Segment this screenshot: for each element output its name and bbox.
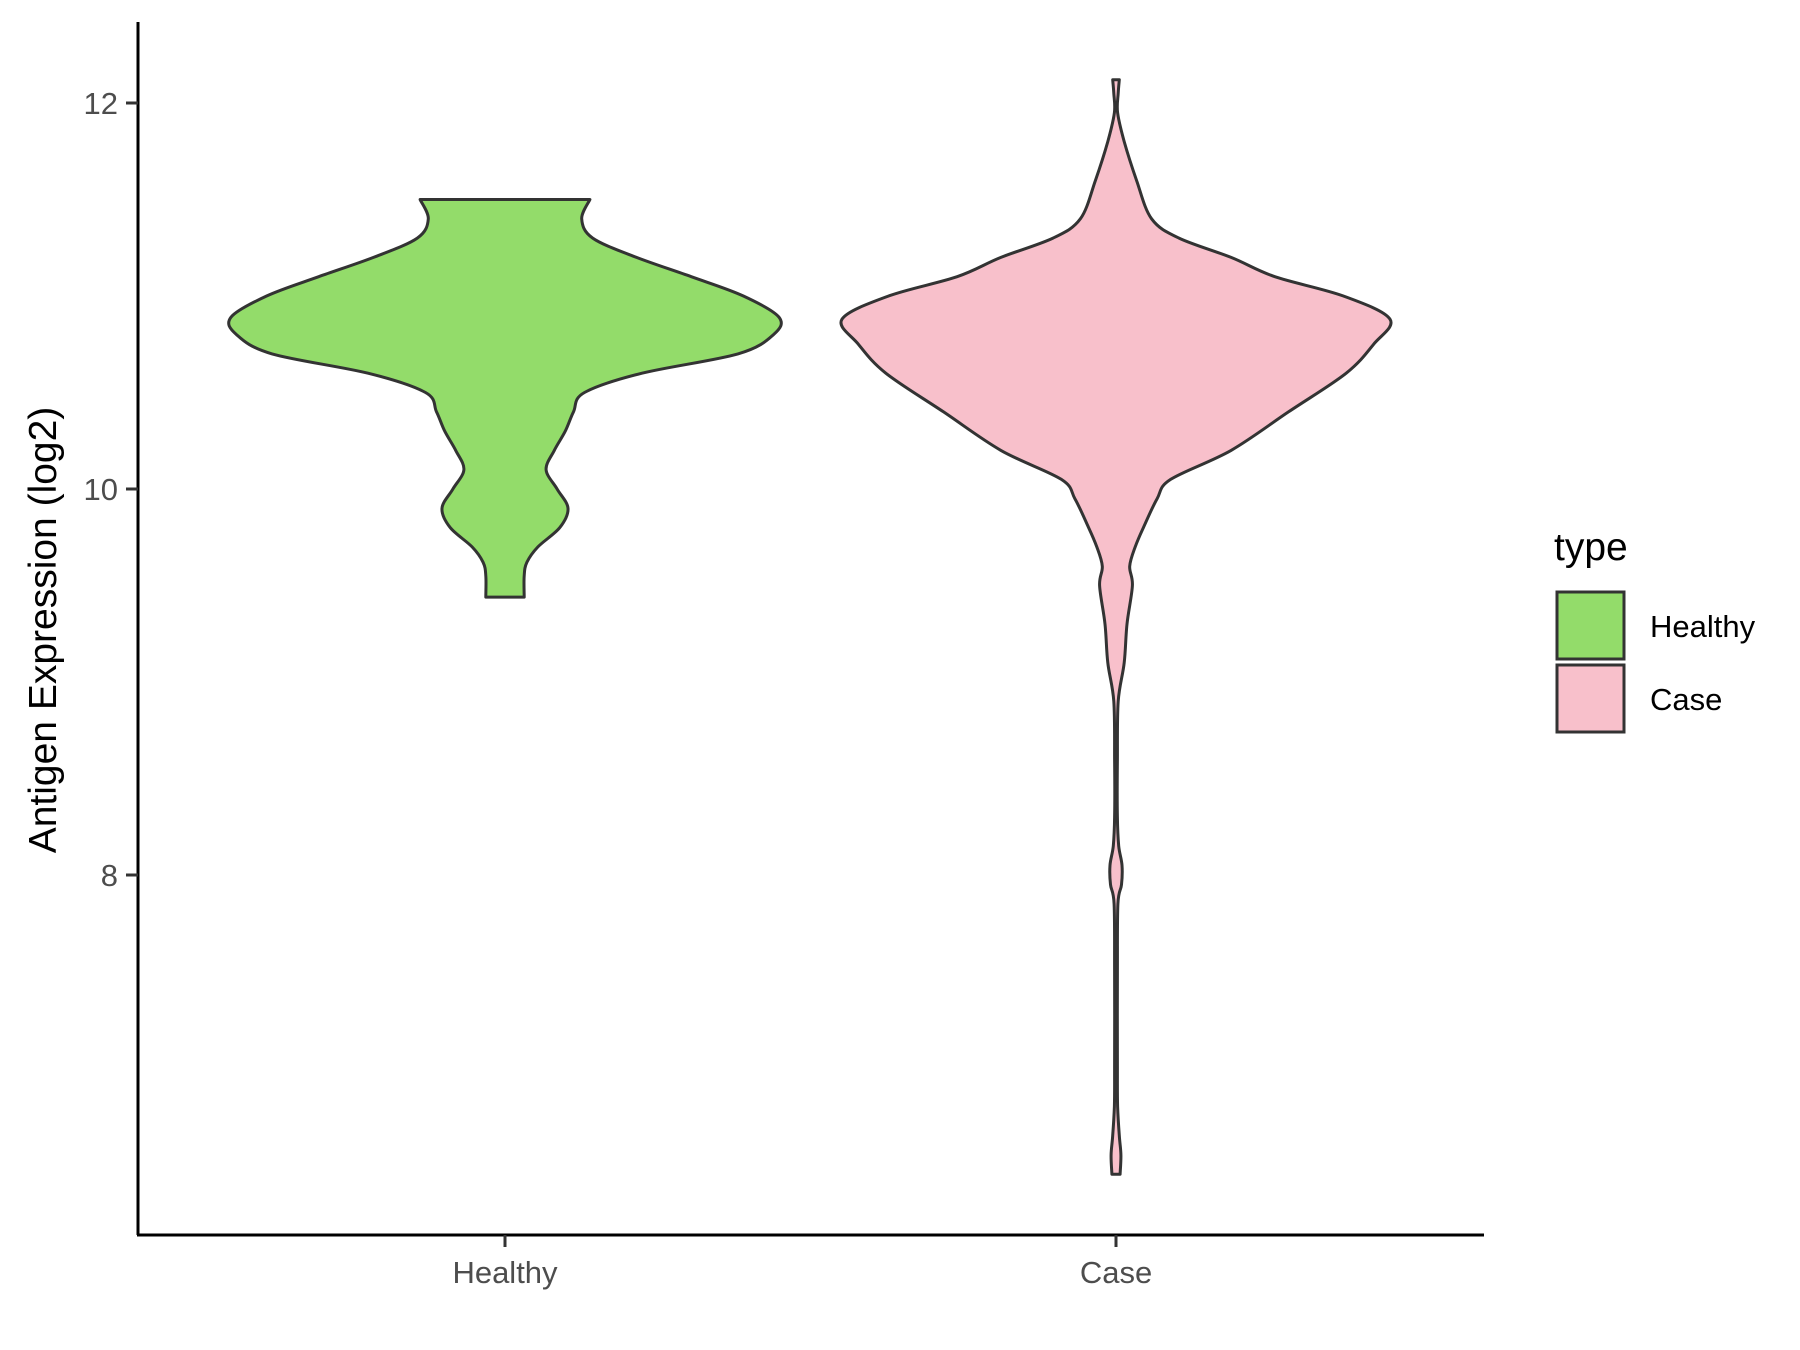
y-ticks-group: 8 10 12: [84, 86, 138, 893]
legend-label-case: Case: [1650, 682, 1722, 717]
x-tick-label: Healthy: [452, 1255, 558, 1290]
y-tick-label: 10: [84, 472, 118, 507]
legend-swatch-case: [1555, 663, 1626, 734]
violins-group: [227, 78, 1393, 1176]
legend-title: type: [1554, 526, 1628, 569]
legend: type Healthy Case: [1554, 526, 1756, 734]
violin-case: [839, 78, 1393, 1176]
violin-healthy: [227, 198, 783, 599]
y-tick-label: 12: [84, 86, 118, 121]
legend-label-healthy: Healthy: [1650, 609, 1756, 644]
legend-swatch-healthy: [1555, 590, 1626, 661]
y-tick-label: 8: [101, 858, 118, 893]
x-tick-label: Case: [1080, 1255, 1152, 1290]
x-ticks-group: Healthy Case: [452, 1235, 1152, 1290]
legend-entries: Healthy Case: [1555, 590, 1756, 734]
y-axis-title: Antigen Expression (log2): [22, 407, 65, 854]
